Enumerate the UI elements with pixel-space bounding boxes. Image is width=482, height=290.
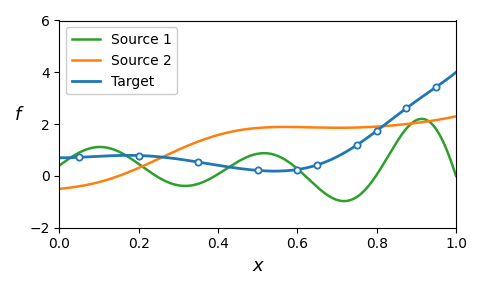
Target	[77, 155, 82, 159]
Target	[249, 168, 255, 172]
X-axis label: x: x	[253, 257, 263, 275]
Source 1	[239, 158, 245, 161]
Source 1	[419, 117, 425, 121]
Target	[442, 79, 448, 83]
Source 2	[442, 117, 447, 120]
Target	[56, 156, 62, 160]
Source 1	[249, 153, 255, 157]
Source 1	[56, 164, 62, 167]
Source 2	[249, 127, 255, 130]
Line: Source 1: Source 1	[59, 119, 456, 201]
Line: Source 2: Source 2	[59, 116, 456, 189]
Source 2	[239, 128, 245, 132]
Target	[453, 70, 459, 74]
Target	[369, 133, 375, 136]
Target	[442, 79, 447, 83]
Source 1	[453, 174, 459, 178]
Source 1	[442, 144, 448, 147]
Y-axis label: f: f	[15, 106, 21, 124]
Source 2	[442, 117, 447, 120]
Target	[272, 169, 278, 173]
Line: Target: Target	[59, 72, 456, 171]
Source 1	[369, 180, 375, 183]
Source 2	[453, 115, 459, 118]
Source 1	[77, 151, 82, 154]
Source 2	[56, 187, 62, 191]
Target	[239, 167, 245, 171]
Source 1	[341, 199, 347, 203]
Source 2	[369, 125, 375, 129]
Source 2	[77, 184, 82, 188]
Legend: Source 1, Source 2, Target: Source 1, Source 2, Target	[67, 28, 177, 95]
Source 1	[442, 143, 448, 147]
